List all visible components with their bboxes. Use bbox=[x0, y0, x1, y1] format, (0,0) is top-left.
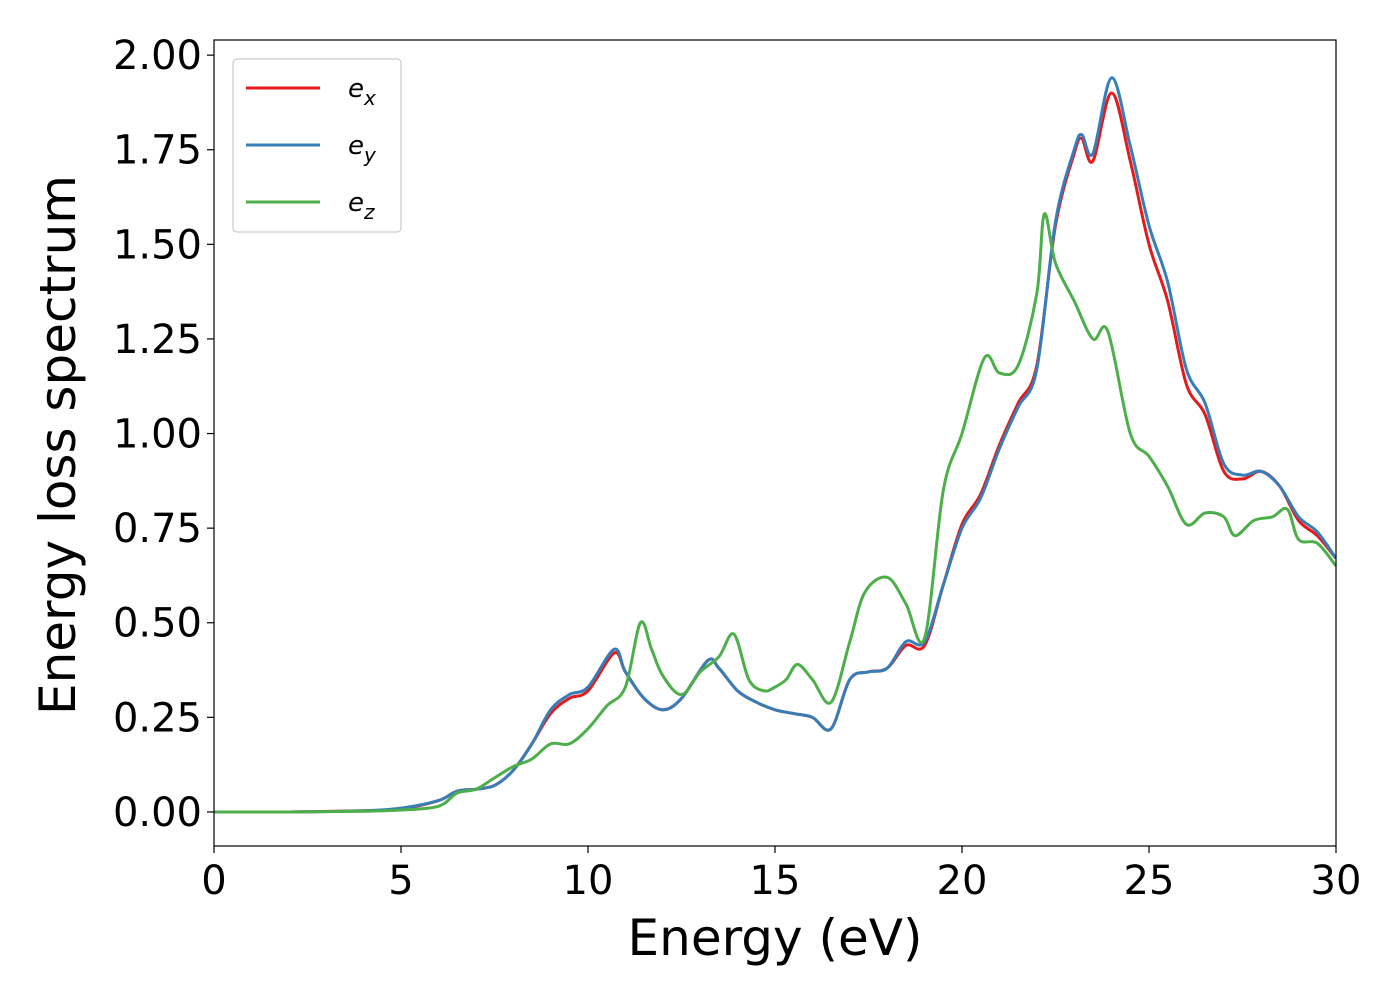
y-tick-label: 0.25 bbox=[113, 695, 202, 741]
y-tick-label: 0.50 bbox=[113, 601, 202, 647]
legend-label-e-y: ey bbox=[348, 131, 377, 167]
y-axis-title: Energy loss spectrum bbox=[29, 175, 87, 715]
x-tick-label: 5 bbox=[388, 858, 413, 904]
series-line-e-y bbox=[214, 76, 1336, 814]
series-line-e-z bbox=[214, 212, 1336, 814]
x-tick-label: 30 bbox=[1311, 858, 1362, 904]
legend: ex ey ez bbox=[232, 58, 402, 233]
x-tick-label: 15 bbox=[750, 858, 801, 904]
x-tick-label: 20 bbox=[937, 858, 988, 904]
series-lines bbox=[214, 76, 1336, 814]
x-tick-label: 25 bbox=[1124, 858, 1175, 904]
legend-label-e-x: ex bbox=[348, 74, 376, 110]
y-tick-label: 1.25 bbox=[113, 317, 202, 363]
x-axis-title: Energy (eV) bbox=[628, 909, 923, 967]
legend-label-e-z: ez bbox=[348, 188, 375, 224]
y-tick-label: 1.50 bbox=[113, 222, 202, 268]
y-tick-label: 2.00 bbox=[113, 33, 202, 79]
x-tick-label: 0 bbox=[201, 858, 226, 904]
plot-area bbox=[214, 76, 1336, 814]
y-tick-label: 1.75 bbox=[113, 128, 202, 174]
x-tick-label: 10 bbox=[563, 858, 614, 904]
y-tick-label: 0.75 bbox=[113, 506, 202, 552]
axes: 0 5 10 15 20 25 30 0.00 0.25 0.50 0.75 1.00 1.25 1.50… bbox=[113, 33, 1362, 904]
y-tick-label: 0.00 bbox=[113, 790, 202, 836]
y-tick-label: 1.00 bbox=[113, 412, 202, 458]
